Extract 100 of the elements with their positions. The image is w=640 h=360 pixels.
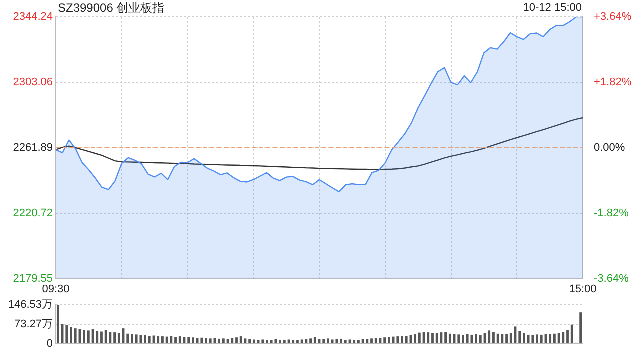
chart-title: SZ399006 创业板指 — [58, 0, 165, 17]
bar — [366, 339, 369, 344]
y-tick-label: 0 — [46, 338, 53, 350]
bar — [475, 334, 478, 344]
bar — [170, 336, 173, 344]
y-tick-label: 2344.24 — [13, 11, 53, 24]
bar — [270, 340, 273, 344]
y2-tick-label: -3.64% — [594, 272, 630, 285]
bar — [518, 331, 522, 344]
bar — [336, 339, 338, 344]
bar — [109, 332, 112, 344]
bar — [340, 338, 342, 344]
bar — [178, 336, 182, 344]
bar — [540, 334, 543, 344]
bar — [104, 330, 108, 344]
bar — [414, 334, 417, 344]
bar — [496, 334, 500, 344]
y-tick-label: 2179.55 — [13, 272, 53, 285]
bar — [358, 340, 360, 344]
bar — [370, 338, 373, 344]
bar — [314, 337, 316, 344]
bar — [274, 339, 278, 344]
bar — [205, 338, 208, 344]
bar — [200, 338, 204, 344]
bar — [458, 334, 460, 344]
bar — [536, 334, 538, 344]
bar — [192, 338, 194, 344]
bar — [70, 328, 72, 344]
y-tick-label: 2261.89 — [13, 142, 53, 154]
bar — [283, 340, 286, 344]
bar — [327, 338, 330, 344]
bar — [166, 336, 168, 344]
bar — [566, 330, 569, 344]
bar — [118, 333, 120, 344]
bar — [580, 312, 582, 344]
bar — [479, 335, 482, 344]
bar — [549, 334, 552, 344]
y-tick-label: 73.27万 — [14, 318, 53, 331]
bar — [131, 334, 134, 344]
bar — [87, 330, 90, 344]
bar — [296, 340, 299, 344]
bar — [401, 336, 404, 344]
bar — [188, 337, 190, 344]
bar — [506, 334, 508, 344]
bar — [570, 324, 574, 344]
bar — [492, 332, 495, 344]
bar — [462, 335, 464, 344]
bar — [466, 334, 469, 344]
bar — [384, 338, 386, 344]
bar — [100, 332, 103, 344]
bar — [231, 338, 234, 344]
bar — [114, 332, 116, 344]
bar — [135, 334, 138, 344]
bar — [162, 336, 164, 344]
bar — [396, 336, 400, 344]
bar — [344, 340, 347, 344]
bar — [436, 333, 438, 344]
bar — [279, 340, 282, 344]
bar — [83, 330, 86, 344]
bar — [448, 334, 452, 344]
bar — [432, 333, 434, 344]
bar — [148, 336, 151, 344]
bar — [236, 338, 238, 344]
bar — [310, 338, 312, 344]
bar — [374, 338, 378, 344]
bar — [300, 340, 304, 344]
y2-tick-label: +1.82% — [594, 76, 632, 88]
bar — [140, 335, 142, 344]
bar — [292, 340, 295, 344]
bar — [157, 336, 160, 344]
bar — [266, 340, 268, 344]
y2-tick-label: -1.82% — [594, 207, 630, 220]
bar — [527, 334, 530, 344]
bar — [262, 340, 264, 344]
bar — [74, 328, 77, 344]
y-tick-label: 2220.72 — [13, 207, 53, 220]
bar — [562, 332, 565, 344]
bar — [144, 335, 146, 344]
bar — [353, 340, 356, 344]
bar — [510, 333, 512, 344]
bar — [362, 339, 364, 344]
bar — [444, 332, 448, 344]
bar — [523, 333, 526, 344]
x-tick-label: 15:00 — [569, 283, 597, 296]
bar — [388, 337, 390, 344]
bar — [305, 339, 308, 344]
bar — [427, 332, 430, 344]
bar — [405, 336, 408, 344]
bar — [470, 334, 474, 344]
bar — [240, 336, 242, 344]
bar — [174, 337, 177, 344]
bar — [66, 325, 68, 344]
bar — [322, 339, 326, 344]
y-tick-label: 2303.06 — [13, 76, 53, 88]
y-tick-label: 146.53万 — [8, 299, 53, 312]
bar — [222, 338, 225, 344]
bar — [418, 332, 421, 344]
bar — [331, 340, 334, 344]
x-tick-label: 09:30 — [42, 283, 70, 296]
bar — [209, 338, 212, 344]
